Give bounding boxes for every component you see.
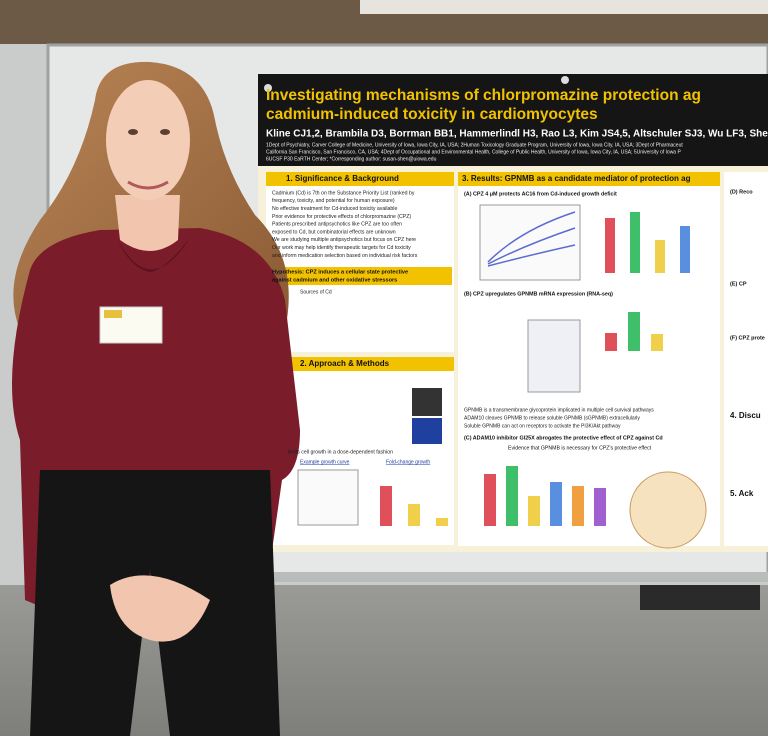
bullet-text: Soluble GPNMB can act on receptors to ac… [464,423,621,429]
figure-bar [605,218,615,273]
bullet-text: frequency, toxicity, and potential for h… [272,198,395,204]
bullet-text: and inform medication selection based on… [272,253,418,259]
figure-bar [408,504,420,526]
figure-image [412,388,442,416]
figure-bar [651,334,663,351]
panel-header [458,172,720,186]
figure-label: Fold-change growth [386,459,430,465]
poster-title: Investigating mechanisms of chlorpromazi… [266,87,701,104]
figure [527,319,581,393]
feet-background [640,585,760,610]
panel [266,172,454,352]
section-heading: 2. Approach & Methods [300,359,390,368]
panel-header [266,357,454,371]
bullet-text: Patients prescribed antipsychotics like … [272,222,402,228]
bullet-text: Prior evidence for protective effects of… [272,214,411,220]
figure-bar [655,240,665,273]
pin [264,84,272,92]
bullet-text: GPNMB is a transmembrane glycoprotein im… [464,407,654,413]
figure-bar [680,226,690,273]
poster-header [258,74,768,166]
affiliation: California San Francisco, San Francisco,… [266,149,681,155]
figure-label: Example growth curve [300,459,350,465]
bullet-text: ADAM10 cleaves GPNMB to release soluble … [464,415,640,421]
panel-title: (C) ADAM10 inhibitor GI25X abrogates the… [464,435,663,441]
affiliation: 1Dept of Psychiatry, Carver College of M… [266,142,683,148]
poster-authors: Kline CJ1,2, Brambila D3, Borrman BB1, H… [266,129,768,140]
board-tray [48,572,768,582]
section-heading: (D) Reco [730,189,753,195]
section-heading: (F) CPZ prote [730,335,765,341]
figure-bars [484,466,606,526]
figure-bar [436,518,448,526]
figure-label: Sources of Cd [300,289,332,295]
figure-image [412,418,442,444]
hypothesis-text: Hypothesis: CPZ induces a cellular state… [272,269,408,275]
panel-title: (A) CPZ 4 μM protects AC16 from Cd-induc… [464,191,617,197]
section-heading: 1. Significance & Background [286,174,399,183]
hypothesis-text: against cadmium and other oxidative stre… [272,277,397,283]
figure-curve [487,211,576,267]
figure-bar [380,486,392,526]
bullet-text: Cadmium (Cd) is 7th on the Substance Pri… [272,190,415,196]
section-heading: 4. Discu [730,411,761,420]
bullet-text: Our work may help identify therapeutic t… [272,245,411,251]
panel [724,172,768,546]
poster-title: cadmium-induced toxicity in cardiomyocyt… [266,106,598,123]
section-heading: 5. Ack [730,489,754,498]
figure-bar [630,212,640,273]
section-heading: 3. Results: GPNMB as a candidate mediato… [462,174,691,183]
person [12,61,300,736]
figure-bar [605,333,617,351]
hypothesis-box [268,267,452,285]
figure-bar [628,312,640,351]
bullet-text: No effective treatment for Cd-induced to… [272,206,397,212]
affiliation: 6UCSF P30 EaRTH Center; *Corresponding a… [266,156,437,162]
caption: limits cell growth in a dose-dependent f… [288,449,393,455]
bullet-text: exposed to Cd, but combinatorial effects… [272,229,396,235]
figure-cell [629,471,707,549]
bullet-text: We are studying multiple antipsychotics … [272,237,416,243]
pin [561,76,569,84]
figure [479,204,581,281]
ceiling-light [360,0,768,14]
panel-header [266,172,454,186]
panel-title: (B) CPZ upregulates GPNMB mRNA expressio… [464,291,613,297]
figure [297,469,359,526]
evidence-text: Evidence that GPNMB is necessary for CPZ… [508,445,652,451]
section-heading: (E) CP [730,281,747,287]
